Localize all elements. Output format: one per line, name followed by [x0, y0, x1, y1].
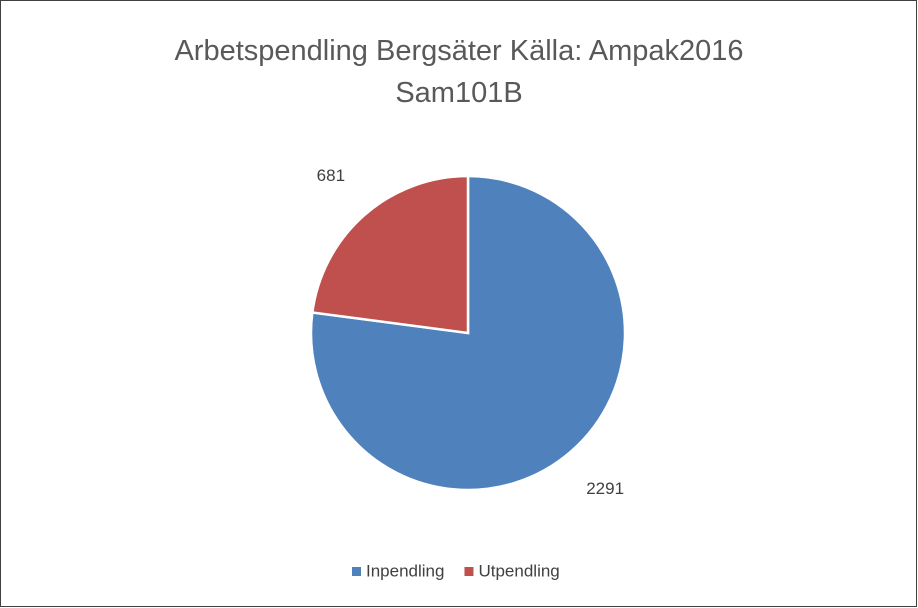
legend-label: Utpendling — [478, 561, 559, 580]
data-label: 2291 — [586, 479, 624, 498]
pie-slice — [310, 174, 470, 335]
chart-title: Arbetspendling Bergsäter Källa: Ampak201… — [174, 35, 744, 109]
legend-swatch — [464, 567, 474, 576]
legend-swatch — [352, 567, 361, 576]
legend-label: Inpendling — [366, 561, 444, 580]
data-label: 681 — [317, 166, 345, 185]
pie-slice — [309, 174, 627, 492]
